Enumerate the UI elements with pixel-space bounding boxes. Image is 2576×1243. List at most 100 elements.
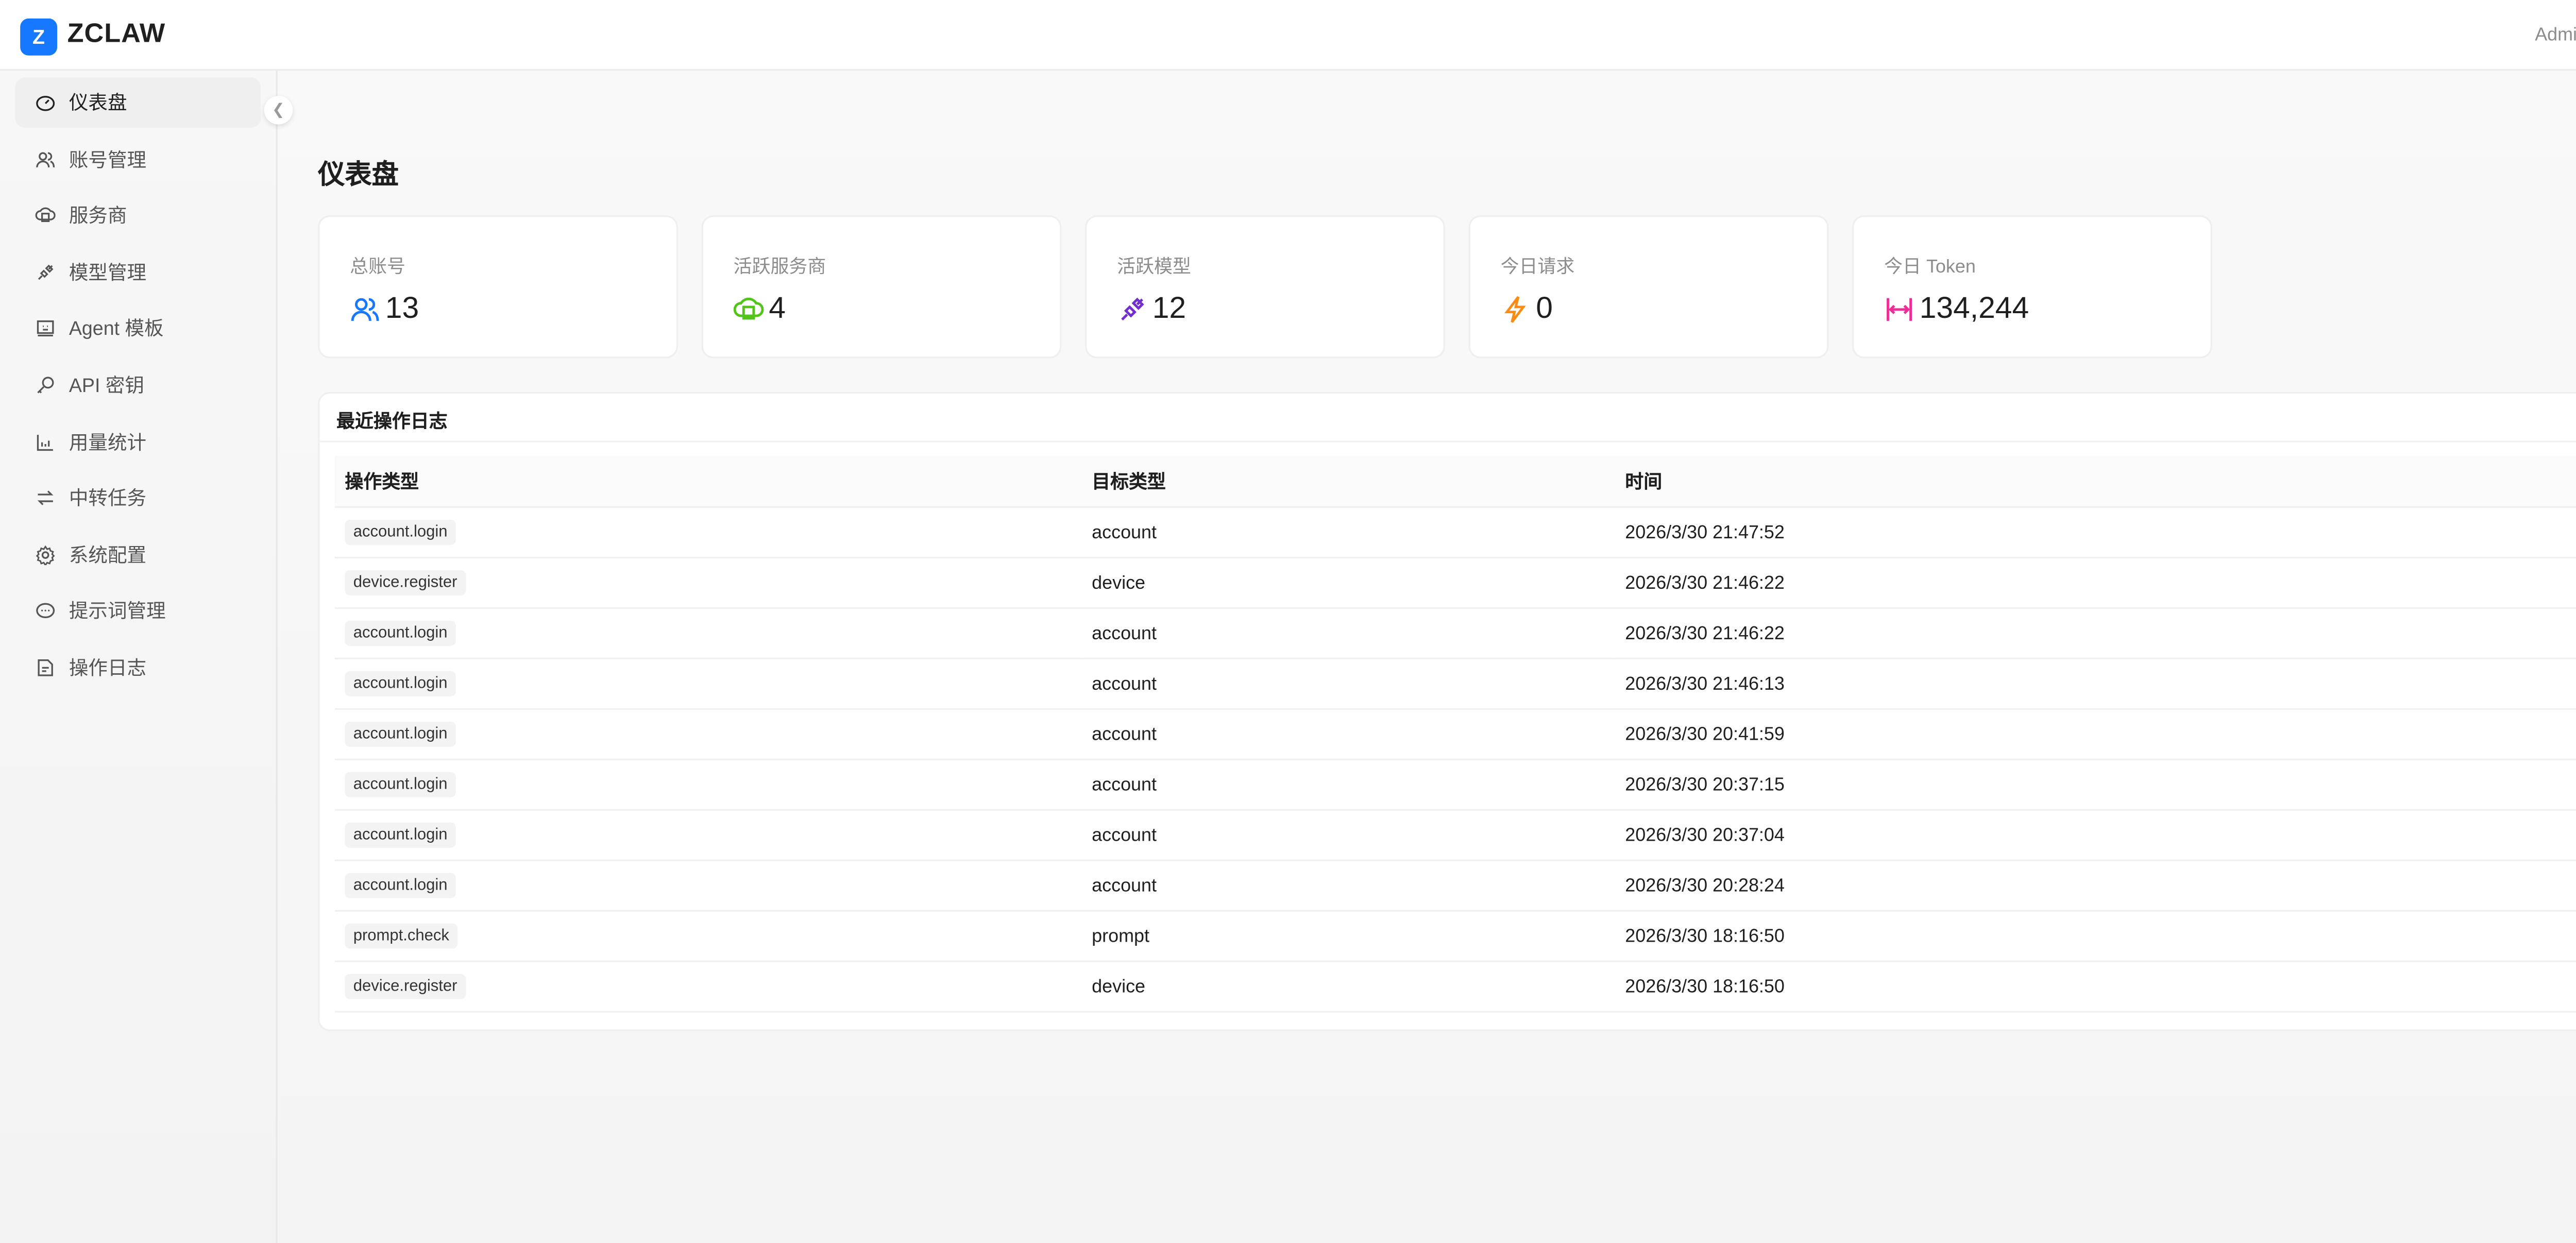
plug-icon (1117, 294, 1153, 324)
target-type-cell: account (1081, 658, 1615, 710)
stat-label: 活跃模型 (1117, 257, 1191, 278)
sidebar-item-label: 系统配置 (69, 546, 147, 567)
stat-value: 0 (1536, 291, 1553, 325)
target-type-cell: account (1081, 709, 1615, 760)
action-type-tag: account.login (345, 721, 456, 747)
action-type-cell: account.login (334, 810, 1082, 861)
time-cell: 2026/3/30 21:46:22 (1615, 608, 2576, 659)
action-type-tag: account.login (345, 620, 456, 646)
table-row: account.login account 2026/3/30 20:37:15 (334, 759, 2576, 811)
time-cell: 2026/3/30 21:46:13 (1615, 658, 2576, 710)
action-type-tag: account.login (345, 822, 456, 848)
swap-icon (36, 488, 56, 508)
stat-label: 总账号 (350, 257, 405, 278)
collapse-sidebar-button[interactable]: ❮ (264, 96, 293, 125)
stat-card: 活跃模型 12 (1085, 215, 1445, 359)
sidebar-item-label: 模型管理 (69, 263, 147, 284)
top-header: Z ZCLAW Admin (0, 0, 2576, 71)
brand-name: ZCLAW (67, 20, 166, 49)
action-type-cell: account.login (334, 608, 1082, 659)
sidebar-item-label: 中转任务 (69, 489, 147, 510)
column-header-target-type[interactable]: 目标类型 (1081, 455, 1615, 508)
plug-icon (36, 262, 56, 282)
stat-card: 今日请求 0 (1468, 215, 1829, 359)
sidebar-item-label: 用量统计 (69, 433, 147, 454)
users-icon (350, 294, 385, 324)
stat-value: 134,244 (1919, 291, 2029, 325)
stat-card: 今日 Token 134,244 (1852, 215, 2212, 359)
user-menu[interactable]: Admin (2535, 25, 2576, 46)
time-cell: 2026/3/30 20:37:04 (1615, 810, 2576, 861)
sidebar-item-label: API 密钥 (69, 377, 144, 397)
action-type-cell: prompt.check (334, 911, 1082, 962)
table-row: device.register device 2026/3/30 21:46:2… (334, 557, 2576, 609)
action-type-tag: prompt.check (345, 923, 458, 949)
key-icon (36, 375, 56, 395)
time-cell: 2026/3/30 21:46:22 (1615, 557, 2576, 609)
stat-label: 今日请求 (1500, 257, 1575, 278)
sidebar-item-8[interactable]: 系统配置 (15, 530, 261, 580)
recent-log-card: 最近操作日志 操作类型 目标类型 时间 account.login accoun… (318, 391, 2576, 1031)
action-type-cell: account.login (334, 709, 1082, 760)
cloud-server-icon (733, 294, 769, 324)
table-row: account.login account 2026/3/30 21:46:22 (334, 608, 2576, 659)
gear-icon (36, 544, 56, 565)
sidebar-item-label: 操作日志 (69, 659, 147, 680)
time-cell: 2026/3/30 18:16:50 (1615, 961, 2576, 1013)
bar-chart-icon (36, 432, 56, 452)
target-type-cell: account (1081, 608, 1615, 659)
action-type-tag: account.login (345, 772, 456, 797)
dashboard-icon (36, 93, 56, 113)
sidebar-item-1[interactable]: 账号管理 (15, 134, 261, 184)
action-type-cell: device.register (334, 961, 1082, 1013)
sidebar-item-label: 服务商 (69, 207, 127, 228)
stat-value: 13 (385, 291, 419, 325)
time-cell: 2026/3/30 18:16:50 (1615, 911, 2576, 962)
time-cell: 2026/3/30 20:28:24 (1615, 860, 2576, 912)
table-row: account.login account 2026/3/30 20:28:24 (334, 860, 2576, 912)
action-type-tag: account.login (345, 519, 456, 545)
message-icon (36, 601, 56, 621)
action-type-tag: account.login (345, 873, 456, 898)
sidebar-item-9[interactable]: 提示词管理 (15, 586, 261, 637)
sidebar-item-label: 仪表盘 (69, 94, 127, 115)
main-content: 仪表盘 最近操作日志 操作类型 目标类型 时间 account.login ac… (277, 71, 2576, 1243)
stat-label: 今日 Token (1884, 257, 1976, 278)
sidebar: 仪表盘账号管理服务商模型管理 Agent 模板 API 密钥 用量统计中转任务系统配置… (0, 71, 278, 1243)
log-table: 操作类型 目标类型 时间 account.login account 2026/… (334, 455, 2576, 1013)
sidebar-item-4[interactable]: Agent 模板 (15, 303, 261, 354)
robot-icon (36, 318, 56, 338)
sidebar-item-3[interactable]: 模型管理 (15, 247, 261, 297)
sidebar-item-5[interactable]: API 密钥 (15, 360, 261, 411)
sidebar-item-10[interactable]: 操作日志 (15, 642, 261, 693)
time-cell: 2026/3/30 20:37:15 (1615, 759, 2576, 811)
sidebar-item-label: Agent 模板 (69, 320, 164, 340)
target-type-cell: account (1081, 759, 1615, 811)
column-header-action-type[interactable]: 操作类型 (334, 455, 1082, 508)
action-type-tag: device.register (345, 570, 466, 595)
column-header-time[interactable]: 时间 (1615, 455, 2576, 508)
action-type-cell: account.login (334, 759, 1082, 811)
target-type-cell: device (1081, 961, 1615, 1013)
sidebar-item-0[interactable]: 仪表盘 (15, 77, 261, 128)
table-row: account.login account 2026/3/30 21:47:52 (334, 507, 2576, 559)
action-type-cell: account.login (334, 860, 1082, 912)
logo-icon: Z (20, 18, 58, 56)
action-type-cell: device.register (334, 557, 1082, 609)
action-type-tag: account.login (345, 671, 456, 696)
sidebar-item-7[interactable]: 中转任务 (15, 473, 261, 523)
sidebar-item-label: 提示词管理 (69, 603, 166, 623)
file-text-icon (36, 658, 56, 678)
stat-card: 活跃服务商 4 (701, 215, 1062, 359)
action-type-cell: account.login (334, 507, 1082, 559)
target-type-cell: device (1081, 557, 1615, 609)
target-type-cell: account (1081, 860, 1615, 912)
sidebar-item-6[interactable]: 用量统计 (15, 416, 261, 467)
page-title: 仪表盘 (318, 161, 399, 190)
table-row: account.login account 2026/3/30 20:37:04 (334, 810, 2576, 861)
sidebar-item-label: 账号管理 (69, 150, 147, 171)
column-width-icon (1884, 294, 1920, 324)
chevron-left-icon: ❮ (272, 100, 285, 118)
table-row: account.login account 2026/3/30 21:46:13 (334, 658, 2576, 710)
sidebar-item-2[interactable]: 服务商 (15, 191, 261, 241)
